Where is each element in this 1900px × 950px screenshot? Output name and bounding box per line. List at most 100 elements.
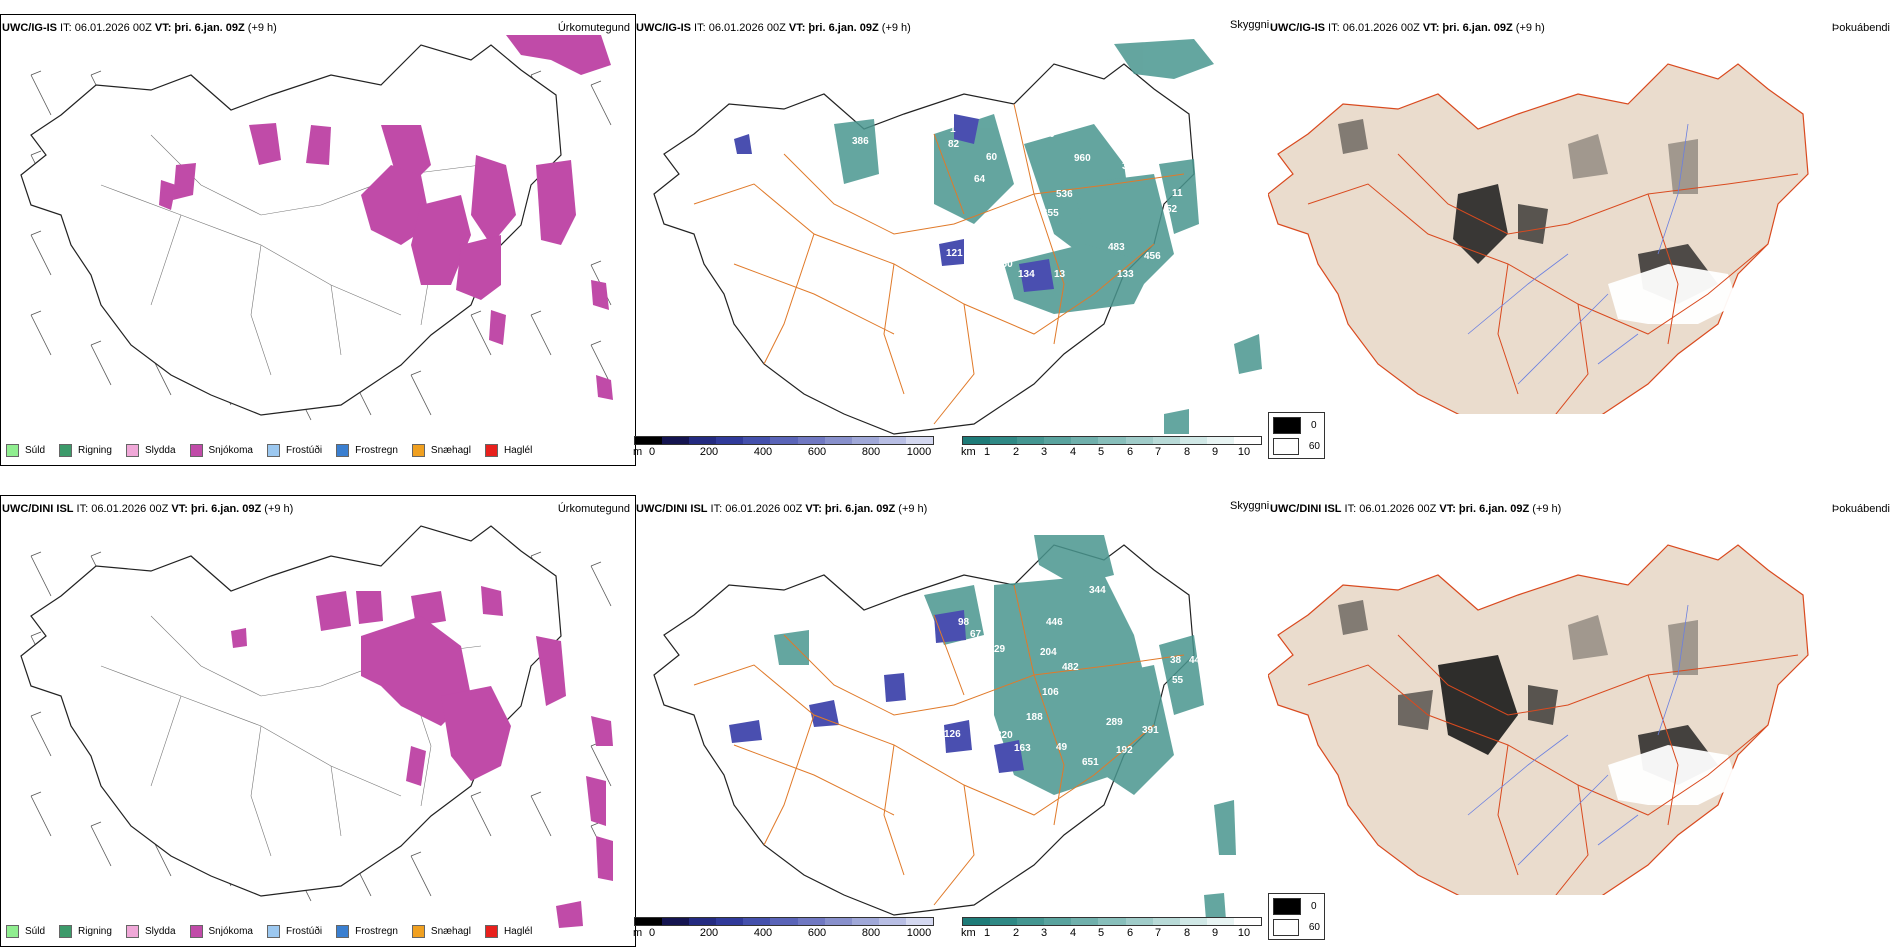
fog-map xyxy=(1268,63,1809,414)
value-label: 134 xyxy=(1018,269,1035,280)
colorbar-tick: 2 xyxy=(1012,446,1020,458)
value-label: 483 xyxy=(1108,242,1125,253)
wind-barbs xyxy=(30,70,612,421)
panel-title: UWC/DINI ISL IT: 06.01.2026 00Z VT: þri.… xyxy=(636,503,928,515)
colorbar-unit: m xyxy=(633,927,643,939)
panel-title: UWC/IG-IS IT: 06.01.2026 00Z VT: þri. 6.… xyxy=(2,22,277,34)
legend-item-haglel: Haglél xyxy=(484,444,532,457)
value-label: 55 xyxy=(1172,675,1184,686)
legend-swatch xyxy=(189,444,203,457)
glacier-white xyxy=(1608,264,1738,324)
value-label: 471 xyxy=(762,174,779,185)
legend-item-snjokoma: Snjókoma xyxy=(189,444,253,457)
value-label: 655 xyxy=(1042,208,1059,219)
colorbar-tick: 3 xyxy=(1040,446,1048,458)
value-label: 98 xyxy=(958,617,970,628)
fog-legend-swatch xyxy=(1273,438,1299,455)
panel-title: UWC/IG-IS IT: 06.01.2026 00Z VT: þri. 6.… xyxy=(1270,22,1545,34)
legend-swatch xyxy=(6,444,19,457)
value-label: 32 xyxy=(1134,146,1146,157)
value-label: 456 xyxy=(1144,251,1161,262)
colorbar-tick: 9 xyxy=(1211,927,1219,939)
legend-item-snaehagl: Snæhagl xyxy=(411,444,471,457)
value-label: 67 xyxy=(970,629,982,640)
precip-map xyxy=(0,495,636,947)
colorbar-tick: 8 xyxy=(1183,927,1191,939)
value-label: 192 xyxy=(1116,745,1133,756)
legend-swatch xyxy=(6,925,19,938)
cloudbase-colorbar: m 0 200 400 600 800 1000 xyxy=(633,917,934,940)
legend-swatch xyxy=(484,925,498,938)
panel-title: UWC/IG-IS IT: 06.01.2026 00Z VT: þri. 6.… xyxy=(636,22,911,34)
value-label: 64 xyxy=(974,174,986,185)
colorbar-tick: 5 xyxy=(1097,446,1105,458)
roads xyxy=(1307,634,1799,895)
colorbar-tick: 0 xyxy=(648,446,656,458)
legend-swatch xyxy=(266,444,280,457)
road-network xyxy=(693,103,1185,425)
legend-item-haglel: Haglél xyxy=(484,925,532,938)
fog-legend-swatch xyxy=(1273,898,1301,915)
fog-legend-item-60: 60 xyxy=(1273,919,1320,936)
visibility-colorbar: km 1 2 3 4 5 6 7 8 9 10 xyxy=(961,436,1262,459)
colorbar-tick: 1 xyxy=(983,927,991,939)
legend-item-frostudi: Frostúði xyxy=(266,444,322,457)
colorbar-tick: 200 xyxy=(699,927,719,939)
value-label: 106 xyxy=(1042,687,1059,698)
colorbar-tick: 200 xyxy=(699,446,719,458)
legend-swatch xyxy=(411,925,425,938)
legend-item-sudl: Súld xyxy=(6,925,45,938)
legend-item-rigning: Rigning xyxy=(59,925,112,938)
value-label: 29 xyxy=(994,644,1006,655)
value-label: 126 xyxy=(944,729,961,740)
legend-swatch xyxy=(336,925,350,938)
value-label: 320 xyxy=(1122,161,1139,172)
roads xyxy=(100,134,482,376)
value-label: 60 xyxy=(986,152,998,163)
value-label: 960 xyxy=(1074,153,1091,164)
fog-legend-row2: 0 60 xyxy=(1268,893,1325,940)
panel-title: UWC/DINI ISL IT: 06.01.2026 00Z VT: þri.… xyxy=(2,503,294,515)
colorbar-tick: 6 xyxy=(1126,927,1134,939)
value-label: 344 xyxy=(1089,585,1106,596)
cloud-map: 386 1 82 840 60 960 536 655 286 471 121 … xyxy=(653,39,1262,435)
precip-panel-row2: UWC/DINI ISL IT: 06.01.2026 00Z VT: þri.… xyxy=(0,495,636,947)
visibility-colorbar-ticks: km 1 2 3 4 5 6 7 8 9 10 xyxy=(961,445,1262,459)
panel-variable-label: Þokuábendi xyxy=(1831,503,1890,515)
colorbar-tick: 800 xyxy=(861,927,881,939)
value-label: 289 xyxy=(1106,717,1123,728)
cloudbase-areas xyxy=(729,610,1024,773)
iceland-outline xyxy=(20,44,562,416)
value-label: 121 xyxy=(946,248,963,259)
value-label: 44 xyxy=(1189,655,1201,666)
road-network xyxy=(693,584,1185,906)
value-label: 840 xyxy=(1038,129,1055,140)
legend-item-snjokoma: Snjókoma xyxy=(189,925,253,938)
value-label: 1 xyxy=(950,124,956,135)
visibility-colorbar-bar xyxy=(962,436,1262,445)
value-label: 188 xyxy=(1026,712,1043,723)
glacier-white xyxy=(1608,745,1738,805)
colorbar-tick: 600 xyxy=(807,446,827,458)
fog-legend-row1: 0 60 xyxy=(1268,412,1325,459)
fog-legend-item-0: 0 xyxy=(1273,417,1320,434)
fog-map xyxy=(1268,544,1809,895)
value-label: 220 xyxy=(996,730,1013,741)
colorbar-tick: 1000 xyxy=(906,927,932,939)
colorbar-unit: km xyxy=(961,446,976,458)
cloudbase-value-labels: 344 446 98 67 29 204 482 106 188 289 391… xyxy=(706,585,1201,768)
value-label: 446 xyxy=(1046,617,1063,628)
legend-swatch xyxy=(336,444,350,457)
value-label: 651 xyxy=(1082,757,1099,768)
cloudbase-areas xyxy=(734,114,1054,292)
panel-variable-label: Þokuábendi xyxy=(1831,22,1890,34)
colorbar-tick: 0 xyxy=(648,927,656,939)
value-label: 80 xyxy=(1130,619,1142,630)
precip-panel-row1: UWC/IG-IS IT: 06.01.2026 00Z VT: þri. 6.… xyxy=(0,14,636,466)
colorbar-tick: 600 xyxy=(807,927,827,939)
cloudbase-colorbar-ticks: m 0 200 400 600 800 1000 xyxy=(633,926,934,940)
colorbar-tick: 10 xyxy=(1237,927,1251,939)
panel-variable-label: Skyggni xyxy=(1230,19,1270,31)
legend-swatch xyxy=(125,925,139,938)
legend-swatch xyxy=(189,925,203,938)
